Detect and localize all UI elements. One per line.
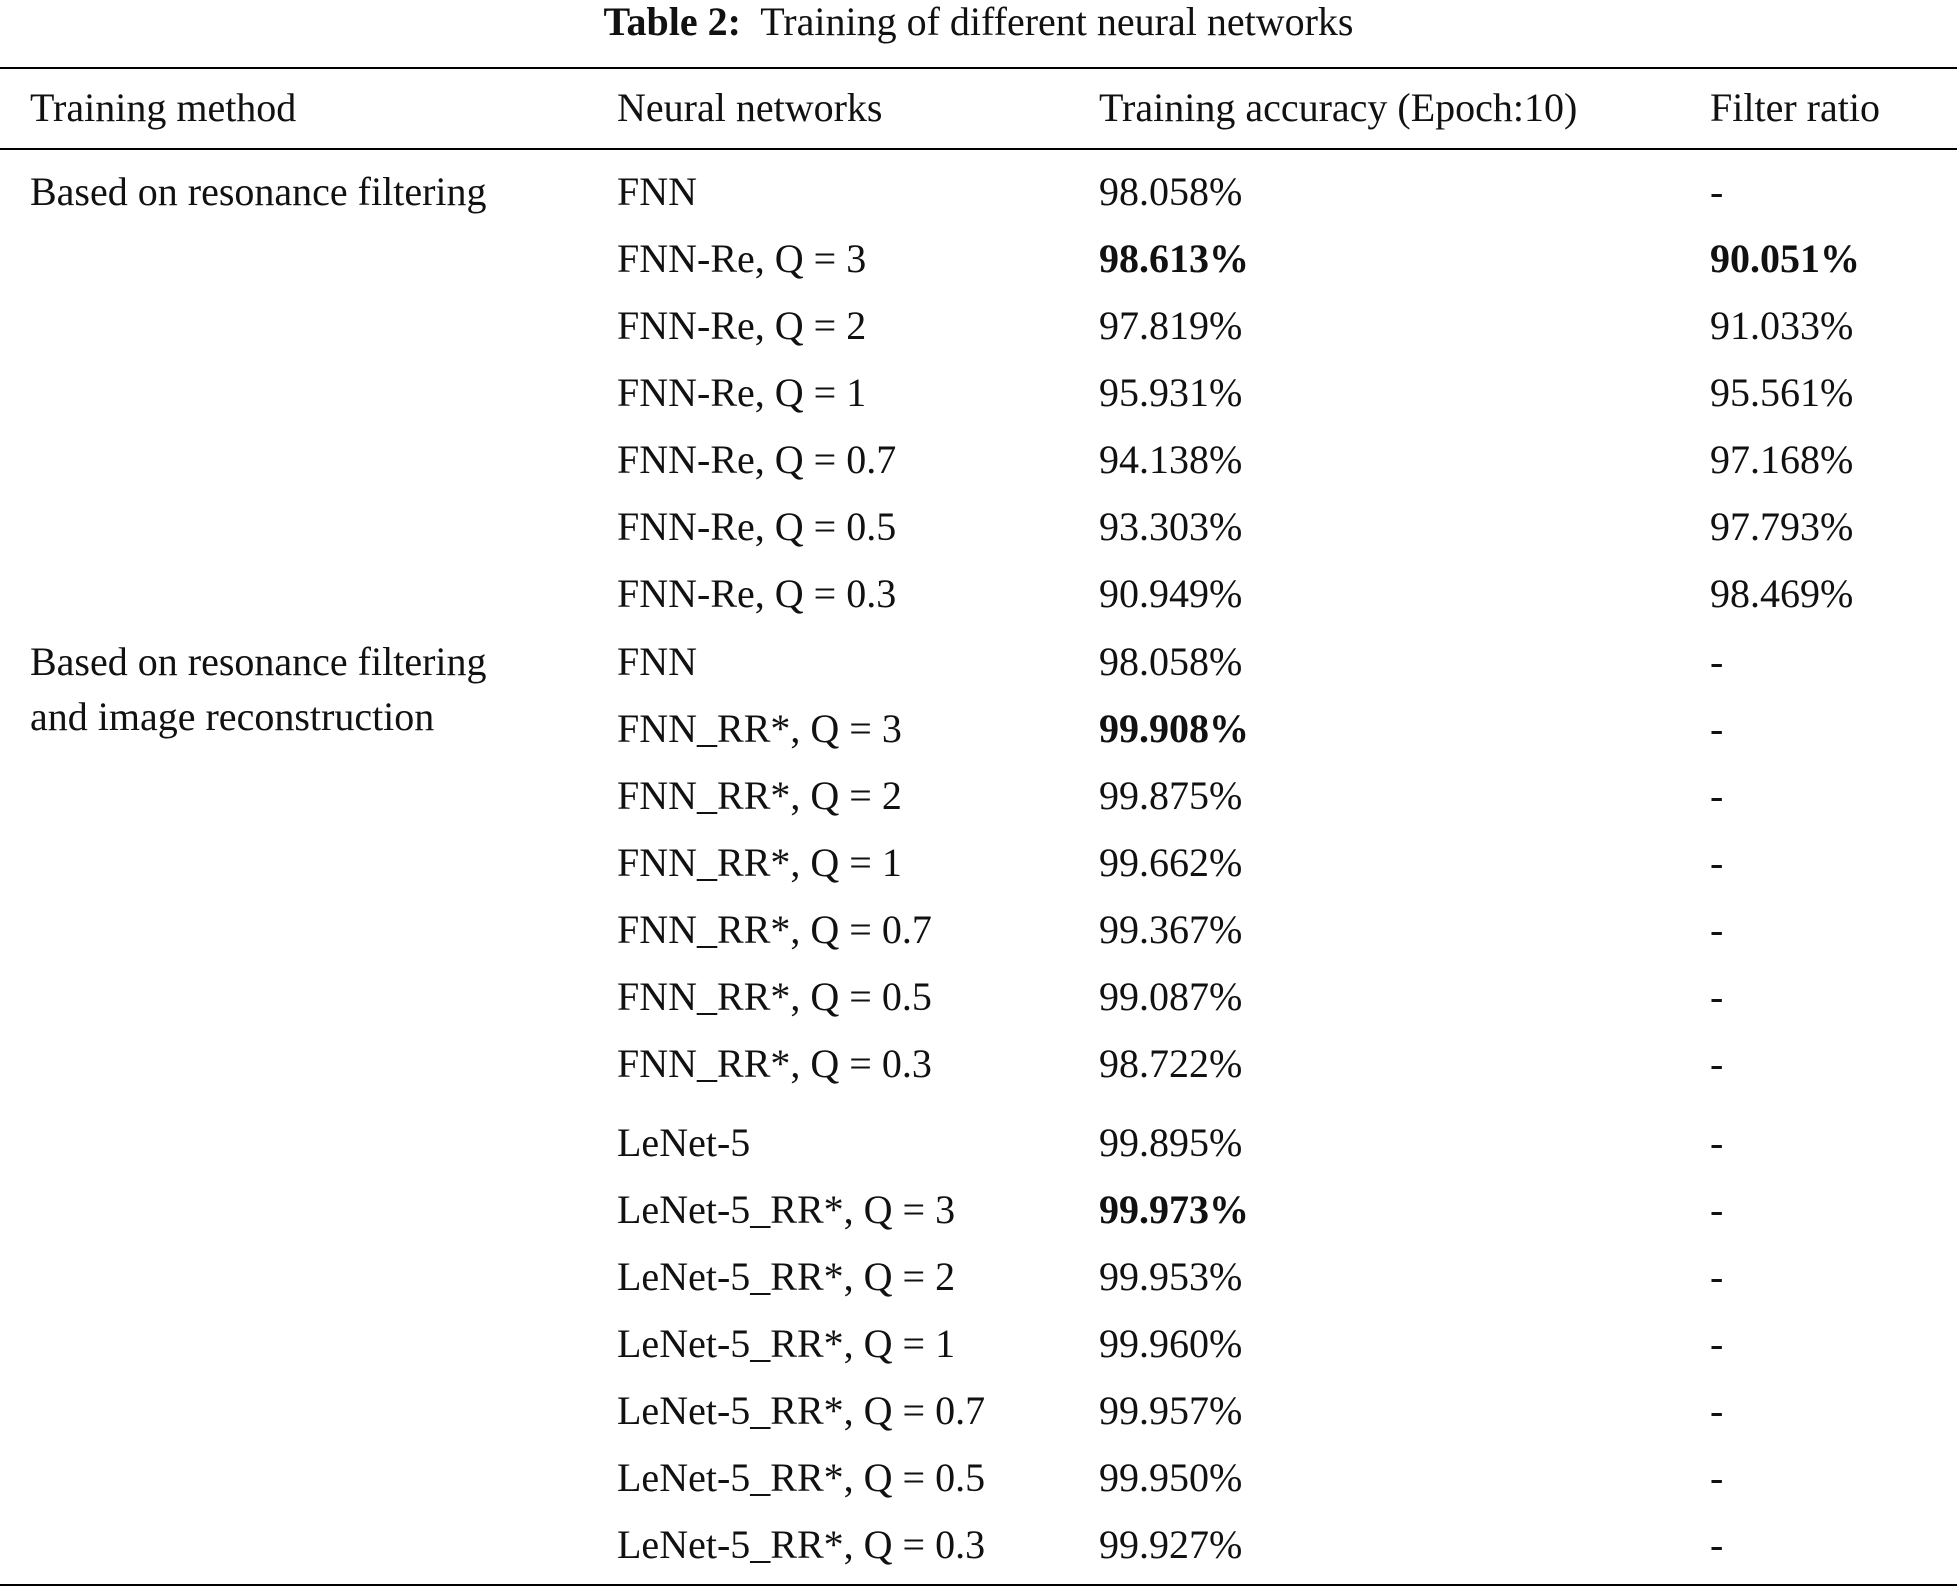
training-accuracy-cell: 98.722% xyxy=(1099,1041,1243,1086)
filter-ratio-cell: 98.469% xyxy=(1710,571,1854,616)
filter-ratio-cell: 97.168% xyxy=(1710,437,1854,482)
filter-ratio-cell: 91.033% xyxy=(1710,303,1854,348)
network-name-cell: FNN_RR*, Q = 2 xyxy=(617,773,902,818)
filter-ratio-cell: 90.051% xyxy=(1710,236,1860,281)
network-name-cell: FNN_RR*, Q = 1 xyxy=(617,840,902,885)
filter-ratio-cell: - xyxy=(1710,1041,1724,1086)
network-name-cell: FNN_RR*, Q = 0.5 xyxy=(617,974,932,1019)
filter-ratio-cell: - xyxy=(1710,1388,1724,1433)
training-accuracy-cell: 94.138% xyxy=(1099,437,1243,482)
training-accuracy-cell: 99.960% xyxy=(1099,1321,1243,1366)
header-filter-ratio: Filter ratio xyxy=(1710,85,1880,130)
filter-ratio-cell: - xyxy=(1710,169,1724,214)
header-rule xyxy=(0,148,1957,150)
filter-ratio-cell: 97.793% xyxy=(1710,504,1854,549)
filter-ratio-cell: - xyxy=(1710,706,1724,751)
training-accuracy-cell: 98.058% xyxy=(1099,639,1243,684)
network-name-cell: LeNet-5_RR*, Q = 0.3 xyxy=(617,1522,986,1567)
training-accuracy-cell: 98.058% xyxy=(1099,169,1243,214)
training-accuracy-cell: 99.087% xyxy=(1099,974,1243,1019)
training-accuracy-cell: 99.957% xyxy=(1099,1388,1243,1433)
network-name-cell: FNN-Re, Q = 3 xyxy=(617,236,867,281)
network-name-cell: LeNet-5_RR*, Q = 3 xyxy=(617,1187,956,1232)
network-name-cell: FNN xyxy=(617,639,698,684)
network-name-cell: FNN-Re, Q = 1 xyxy=(617,370,867,415)
filter-ratio-cell: - xyxy=(1710,639,1724,684)
training-accuracy-cell: 95.931% xyxy=(1099,370,1243,415)
training-method-label: and image reconstruction xyxy=(30,694,435,739)
training-method-label: Based on resonance filtering xyxy=(30,169,487,214)
caption-label: Table 2: xyxy=(603,0,741,44)
header-training-accuracy: Training accuracy (Epoch:10) xyxy=(1099,85,1578,130)
training-accuracy-cell: 99.908% xyxy=(1099,706,1249,751)
network-name-cell: FNN-Re, Q = 0.7 xyxy=(617,437,897,482)
network-name-cell: FNN-Re, Q = 0.3 xyxy=(617,571,897,616)
table-caption: Table 2: Training of different neural ne… xyxy=(0,0,1957,44)
training-accuracy-cell: 90.949% xyxy=(1099,571,1243,616)
network-name-cell: LeNet-5_RR*, Q = 2 xyxy=(617,1254,956,1299)
training-accuracy-cell: 99.973% xyxy=(1099,1187,1249,1232)
network-name-cell: LeNet-5_RR*, Q = 0.5 xyxy=(617,1455,986,1500)
training-accuracy-cell: 99.953% xyxy=(1099,1254,1243,1299)
training-accuracy-cell: 99.367% xyxy=(1099,907,1243,952)
network-name-cell: LeNet-5 xyxy=(617,1120,751,1165)
network-name-cell: LeNet-5_RR*, Q = 0.7 xyxy=(617,1388,986,1433)
filter-ratio-cell: - xyxy=(1710,1455,1724,1500)
filter-ratio-cell: - xyxy=(1710,1120,1724,1165)
training-accuracy-cell: 99.895% xyxy=(1099,1120,1243,1165)
filter-ratio-cell: - xyxy=(1710,1187,1724,1232)
header-training-method: Training method xyxy=(30,85,297,130)
training-accuracy-cell: 99.875% xyxy=(1099,773,1243,818)
top-rule xyxy=(0,67,1957,69)
training-accuracy-cell: 99.927% xyxy=(1099,1522,1243,1567)
filter-ratio-cell: - xyxy=(1710,1321,1724,1366)
network-name-cell: LeNet-5_RR*, Q = 1 xyxy=(617,1321,956,1366)
training-method-label: Based on resonance filtering xyxy=(30,639,487,684)
filter-ratio-cell: - xyxy=(1710,907,1724,952)
header-neural-networks: Neural networks xyxy=(617,85,883,130)
filter-ratio-cell: - xyxy=(1710,1522,1724,1567)
network-name-cell: FNN-Re, Q = 0.5 xyxy=(617,504,897,549)
network-name-cell: FNN_RR*, Q = 0.7 xyxy=(617,907,932,952)
caption-text: Training of different neural networks xyxy=(760,0,1354,44)
filter-ratio-cell: - xyxy=(1710,1254,1724,1299)
network-name-cell: FNN_RR*, Q = 0.3 xyxy=(617,1041,932,1086)
network-name-cell: FNN_RR*, Q = 3 xyxy=(617,706,902,751)
bottom-rule xyxy=(0,1584,1957,1586)
filter-ratio-cell: - xyxy=(1710,773,1724,818)
training-accuracy-cell: 99.662% xyxy=(1099,840,1243,885)
training-accuracy-cell: 93.303% xyxy=(1099,504,1243,549)
filter-ratio-cell: 95.561% xyxy=(1710,370,1854,415)
network-name-cell: FNN xyxy=(617,169,698,214)
filter-ratio-cell: - xyxy=(1710,974,1724,1019)
training-accuracy-cell: 99.950% xyxy=(1099,1455,1243,1500)
training-accuracy-cell: 98.613% xyxy=(1099,236,1249,281)
filter-ratio-cell: - xyxy=(1710,840,1724,885)
training-accuracy-cell: 97.819% xyxy=(1099,303,1243,348)
network-name-cell: FNN-Re, Q = 2 xyxy=(617,303,867,348)
